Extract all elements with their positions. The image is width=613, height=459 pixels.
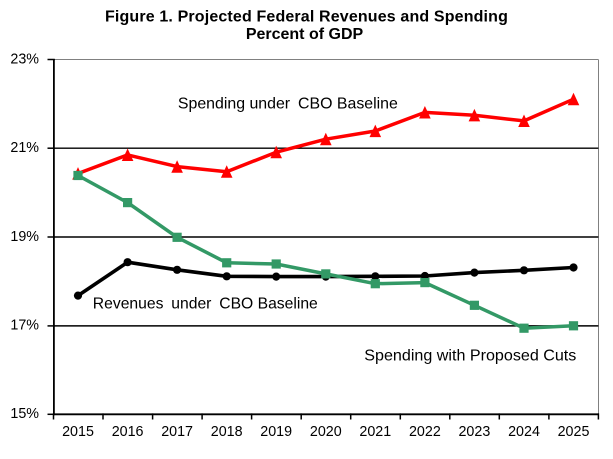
svg-text:2015: 2015 [62, 424, 94, 440]
svg-text:Figure 1. Projected Federal Re: Figure 1. Projected Federal Revenues and… [105, 8, 508, 25]
svg-text:15%: 15% [10, 406, 39, 422]
svg-text:Percent of GDP: Percent of GDP [246, 26, 364, 43]
svg-text:2019: 2019 [260, 424, 292, 440]
svg-text:2017: 2017 [161, 424, 193, 440]
svg-text:2024: 2024 [508, 424, 540, 440]
svg-text:17%: 17% [10, 318, 39, 334]
svg-text:Spending under CBO Baseline: Spending under CBO Baseline [178, 96, 398, 113]
svg-text:Revenues under CBO Baseline: Revenues under CBO Baseline [93, 296, 318, 313]
svg-text:23%: 23% [10, 51, 39, 67]
svg-text:19%: 19% [10, 229, 39, 245]
svg-text:2020: 2020 [310, 424, 342, 440]
svg-text:2016: 2016 [112, 424, 144, 440]
svg-text:2022: 2022 [409, 424, 441, 440]
svg-text:21%: 21% [10, 140, 39, 156]
svg-text:2018: 2018 [211, 424, 243, 440]
svg-text:2025: 2025 [558, 424, 590, 440]
svg-text:Spending with Proposed Cuts: Spending with Proposed Cuts [364, 347, 576, 365]
svg-text:2023: 2023 [458, 424, 490, 440]
svg-text:2021: 2021 [359, 424, 391, 440]
